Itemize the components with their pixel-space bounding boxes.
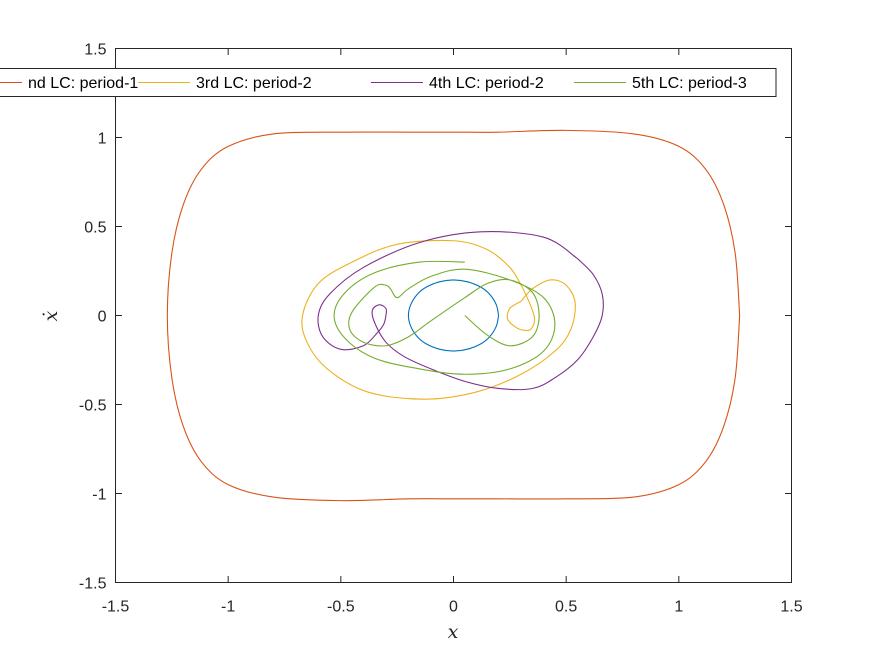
y-tick-label: 1 xyxy=(98,131,107,148)
legend-entry-2: 3rd LC: period-2 xyxy=(196,75,312,92)
legend-entry-4: 5th LC: period-3 xyxy=(632,75,747,92)
x-axis-label: x xyxy=(448,621,459,643)
legend: nd LC: period-1 3rd LC: period-2 4th LC: p… xyxy=(0,68,777,97)
x-tick-label: -1 xyxy=(221,599,235,616)
series-line-3 xyxy=(301,239,576,400)
axes-box xyxy=(115,48,792,583)
y-tick-label: -0.5 xyxy=(79,398,107,415)
x-tick-label: -0.5 xyxy=(327,599,355,616)
series-line-1 xyxy=(407,279,500,352)
axis-ticks xyxy=(115,48,792,583)
x-tick-label: 1.5 xyxy=(780,599,802,616)
y-tick-labels: -1.5 -1 -0.5 0 0.5 1 1.5 xyxy=(79,42,107,593)
y-tick-label: 0.5 xyxy=(84,220,106,237)
x-tick-label: -1.5 xyxy=(102,599,130,616)
y-axis-label: ẋ xyxy=(40,310,62,321)
series-line-2 xyxy=(166,129,741,502)
x-tick-label: 0.5 xyxy=(555,599,577,616)
x-tick-label: 1 xyxy=(674,599,683,616)
series-line-5 xyxy=(333,260,556,375)
y-tick-label: 1.5 xyxy=(84,42,106,59)
x-tick-labels: -1.5 -1 -0.5 0 0.5 1 1.5 xyxy=(102,599,803,616)
legend-entry-3: 4th LC: period-2 xyxy=(429,75,544,92)
series-line-4 xyxy=(317,231,604,391)
y-tick-label: 0 xyxy=(98,309,107,326)
y-tick-label: -1 xyxy=(92,487,106,504)
x-tick-label: 0 xyxy=(449,599,458,616)
legend-entry-1: nd LC: period-1 xyxy=(28,75,138,92)
series-curves xyxy=(166,129,741,502)
y-tick-label: -1.5 xyxy=(79,576,107,593)
